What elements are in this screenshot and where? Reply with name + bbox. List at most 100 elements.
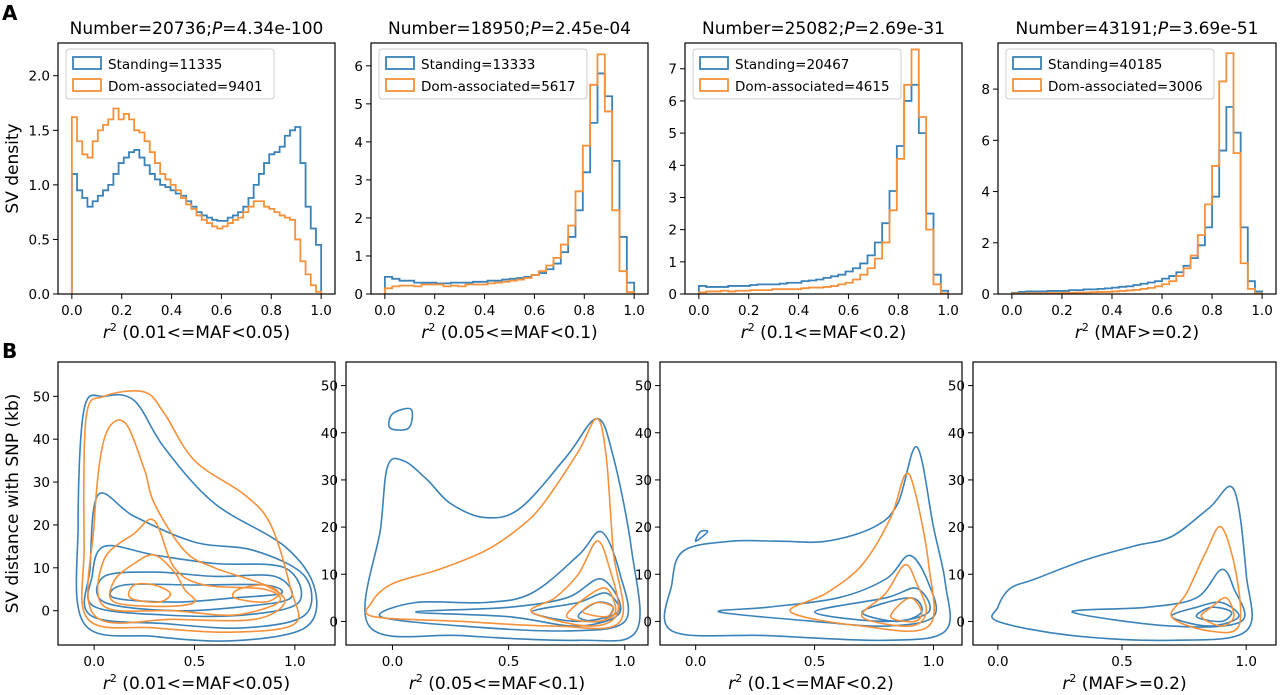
legend-label-0-0: Standing=11335 <box>108 57 222 73</box>
contour-line-3-0-3 <box>1195 606 1233 623</box>
panel-letter-b: B <box>2 339 17 363</box>
hist-ytick-label-0-1: 0.5 <box>29 232 50 248</box>
contour-line-3-1-1 <box>1200 596 1235 627</box>
hist-xtick-label-0-5: 1.0 <box>310 303 331 319</box>
hist-ytick-label-1-5: 5 <box>354 97 363 113</box>
legend-swatch-1-1 <box>385 78 415 92</box>
kde-xtick-label-1-2: 1.0 <box>614 654 635 670</box>
hist-xtick-label-0-1: 0.2 <box>111 303 132 319</box>
hist-xtick-label-3-4: 0.8 <box>1201 303 1222 319</box>
hist-xtick-label-1-3: 0.6 <box>524 303 545 319</box>
hist-title-3: Number=43191;P=3.69e-51 <box>1016 19 1259 39</box>
hist-xtick-label-2-2: 0.4 <box>788 303 809 319</box>
contour-line-1-1-0 <box>364 417 625 630</box>
hist-frame-3 <box>997 42 1277 295</box>
legend-label-1-1: Dom-associated=5617 <box>421 79 576 95</box>
kde-ytick-label-2-1: 10 <box>635 567 652 583</box>
kde-ytick-label-1-5: 50 <box>321 379 338 395</box>
legend-swatch-3-1 <box>1012 78 1042 92</box>
hist-ytick-label-3-2: 4 <box>981 185 990 201</box>
legend-box-2 <box>692 48 902 100</box>
kde-ytick-label-3-2: 20 <box>948 520 965 536</box>
legend-label-2-1: Dom-associated=4615 <box>735 79 890 95</box>
hist-series-0-0 <box>70 126 323 294</box>
kde-xtick-label-2-1: 0.5 <box>804 654 825 670</box>
hist-ytick-label-1-1: 1 <box>354 249 363 265</box>
hist-xtick-label-2-0: 0.0 <box>688 303 709 319</box>
legend-label-3-1: Dom-associated=3006 <box>1048 79 1203 95</box>
hist-ytick-label-0-2: 1.0 <box>29 178 50 194</box>
kde-xtick-label-0-0: 0.0 <box>83 654 104 670</box>
kde-ytick-label-0-3: 30 <box>33 475 50 491</box>
contour-line-1-0-3 <box>530 592 620 623</box>
hist-ytick-label-3-1: 2 <box>981 236 990 252</box>
legend-box-3 <box>1005 48 1215 100</box>
hist-xlabel-1: r2 (0.05<=MAF<0.1) <box>421 321 597 343</box>
contour-line-0-0-0 <box>75 393 318 642</box>
kde-xlabel-2: r2 (0.1<=MAF<0.2) <box>728 672 894 694</box>
kde-ytick-label-0-2: 20 <box>33 518 50 534</box>
contour-line-1-0-0 <box>364 417 641 642</box>
kde-xtick-label-1-1: 0.5 <box>498 654 519 670</box>
hist-ytick-label-2-2: 2 <box>668 223 677 239</box>
hist-xtick-label-3-2: 0.4 <box>1101 303 1122 319</box>
kde-ytick-label-0-0: 0 <box>41 604 50 620</box>
hist-xtick-label-1-0: 0.0 <box>374 303 395 319</box>
contour-line-0-0-3 <box>95 571 294 612</box>
kde-ytick-label-2-4: 40 <box>635 426 652 442</box>
hist-ytick-label-2-0: 0 <box>668 287 677 303</box>
kde-xtick-label-3-2: 1.0 <box>1235 654 1256 670</box>
panel-letter-a: A <box>2 1 18 25</box>
hist-xtick-label-3-5: 1.0 <box>1251 303 1272 319</box>
kde-frame-0 <box>57 361 336 646</box>
contour-line-2-1-0 <box>789 472 935 633</box>
legend-swatch-2-0 <box>699 56 729 70</box>
hist-ytick-label-0-0: 0.0 <box>29 287 50 303</box>
legend-label-0-1: Dom-associated=9401 <box>108 79 263 95</box>
legend-swatch-2-1 <box>699 78 729 92</box>
kde-ytick-label-2-2: 20 <box>635 520 652 536</box>
hist-series-3-0 <box>1011 106 1263 294</box>
contour-group-2 <box>663 446 952 642</box>
hist-xtick-label-0-3: 0.6 <box>211 303 232 319</box>
kde-ytick-label-3-3: 30 <box>948 473 965 489</box>
contour-line-0-1-1 <box>87 419 286 624</box>
kde-ytick-label-3-5: 50 <box>948 379 965 395</box>
hist-xtick-label-2-3: 0.6 <box>838 303 859 319</box>
legend-swatch-3-0 <box>1012 56 1042 70</box>
kde-ytick-label-3-0: 0 <box>956 614 965 630</box>
contour-group-3 <box>991 485 1253 642</box>
kde-ytick-label-2-5: 50 <box>635 379 652 395</box>
kde-ytick-label-1-4: 40 <box>321 426 338 442</box>
legend-swatch-1-0 <box>385 56 415 70</box>
hist-series-2-0 <box>697 83 950 294</box>
hist-xtick-label-1-1: 0.2 <box>424 303 445 319</box>
hist-title-0: Number=20736;P=4.34e-100 <box>70 19 324 39</box>
kde-xtick-label-2-0: 0.0 <box>685 654 706 670</box>
kde-xtick-label-2-2: 1.0 <box>923 654 944 670</box>
hist-xlabel-3: r2 (MAF>=0.2) <box>1075 321 1199 343</box>
hist-series-3-1 <box>1011 52 1263 295</box>
hist-ytick-label-2-1: 1 <box>668 255 677 271</box>
kde-ytick-label-0-5: 50 <box>33 389 50 405</box>
contour-line-0-0-1 <box>83 492 313 629</box>
contour-line-2-1-2 <box>889 597 923 623</box>
hist-ytick-label-1-3: 3 <box>354 173 363 189</box>
kde-ytick-label-3-4: 40 <box>948 426 965 442</box>
kde-xtick-label-1-0: 0.0 <box>382 654 403 670</box>
kde-frame-1 <box>345 361 649 646</box>
hist-xtick-label-0-4: 0.8 <box>261 303 282 319</box>
kde-frame-3 <box>972 361 1277 646</box>
hist-xtick-label-0-0: 0.0 <box>61 303 82 319</box>
kde-ytick-label-1-1: 10 <box>321 567 338 583</box>
contour-line-3-0-1 <box>1071 568 1246 628</box>
contour-line-0-1-4 <box>127 582 172 604</box>
kde-ylabel: SV distance with SNP (kb) <box>3 394 23 614</box>
kde-ytick-label-0-1: 10 <box>33 561 50 577</box>
contour-line-0-1-3 <box>108 553 196 608</box>
contour-line-3-0-0 <box>991 485 1253 642</box>
kde-xlabel-3: r2 (MAF>=0.2) <box>1062 672 1186 694</box>
kde-frame-2 <box>659 361 963 646</box>
hist-ytick-label-3-4: 8 <box>981 82 990 98</box>
